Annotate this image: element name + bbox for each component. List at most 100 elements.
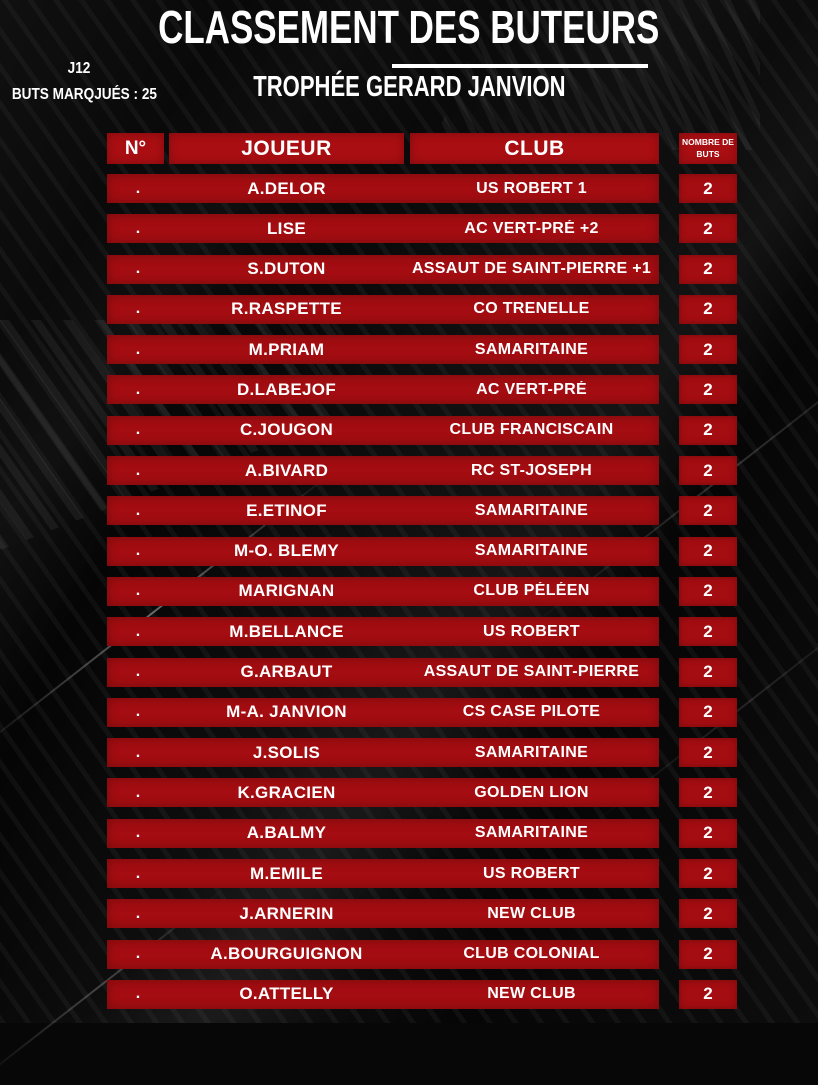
goals-count: 2 — [679, 496, 737, 526]
goals-value: 2 — [703, 299, 713, 319]
player-name: M-A. JANVION — [226, 702, 347, 722]
club-zone: SAMARITAINE — [404, 542, 659, 560]
goals-count: 2 — [679, 576, 737, 606]
row-bar: . K.GRACIEN GOLDEN LION — [107, 778, 659, 808]
table-row: . C.JOUGON CLUB FRANCISCAIN 2 — [107, 415, 737, 445]
goals-count: 2 — [679, 214, 737, 244]
club-name: SAMARITAINE — [474, 824, 589, 842]
goals-count: 2 — [679, 859, 737, 889]
row-bar: . M-A. JANVION CS CASE PILOTE — [107, 697, 659, 727]
row-bar: . A.BIVARD RC ST-JOSEPH — [107, 456, 659, 486]
row-number: . — [135, 703, 141, 721]
club-zone: AC VERT-PRÉ — [404, 381, 659, 399]
club-name: GOLDEN LION — [474, 783, 589, 801]
goals-value: 2 — [703, 259, 713, 279]
goals-count: 2 — [679, 335, 737, 365]
row-number: . — [135, 864, 141, 882]
player-name: O.ATTELLY — [239, 984, 334, 1004]
goals-value: 2 — [703, 541, 713, 561]
goals-value: 2 — [703, 782, 713, 802]
row-number: . — [135, 179, 141, 197]
table-row: . M-A. JANVION CS CASE PILOTE 2 — [107, 697, 737, 727]
row-bar: . D.LABEJOF AC VERT-PRÉ — [107, 375, 659, 405]
goals-value: 2 — [703, 944, 713, 964]
row-number: . — [135, 421, 141, 439]
club-zone: SAMARITAINE — [404, 341, 659, 359]
goals-count: 2 — [679, 657, 737, 687]
table-row: . A.BALMY SAMARITAINE 2 — [107, 818, 737, 848]
player-name: C.JOUGON — [239, 420, 334, 440]
club-name: AC VERT-PRÉ +2 — [464, 219, 599, 237]
row-number: . — [135, 300, 141, 318]
goals-value: 2 — [703, 218, 713, 238]
goals-value: 2 — [703, 339, 713, 359]
row-bar: . LISE AC VERT-PRÉ +2 — [107, 214, 659, 244]
player-name: K.GRACIEN — [237, 782, 336, 802]
row-number: . — [135, 461, 141, 479]
club-name: CLUB COLONIAL — [463, 945, 600, 963]
club-name: CS CASE PILOTE — [462, 703, 601, 721]
row-number: . — [135, 501, 141, 519]
club-zone: NEW CLUB — [404, 905, 659, 923]
matchday-label: J12 — [67, 60, 91, 77]
goals-value: 2 — [703, 823, 713, 843]
goals-value: 2 — [703, 984, 713, 1004]
column-header-player: JOUEUR — [169, 133, 404, 164]
row-bar: . E.ETINOF SAMARITAINE — [107, 496, 659, 526]
row-bar: . M.EMILE US ROBERT — [107, 859, 659, 889]
goals-value: 2 — [703, 621, 713, 641]
goals-value: 2 — [703, 903, 713, 923]
goals-count: 2 — [679, 617, 737, 647]
player-name: A.BIVARD — [244, 460, 329, 480]
club-zone: AC VERT-PRÉ +2 — [404, 220, 659, 238]
player-name: D.LABEJOF — [236, 379, 337, 399]
row-number: . — [135, 743, 141, 761]
goals-value: 2 — [703, 379, 713, 399]
table-rows: . A.DELOR US ROBERT 1 2 . LISE AC VERT-P… — [107, 174, 737, 1009]
goals-count: 2 — [679, 899, 737, 929]
club-zone: ASSAUT DE SAINT-PIERRE +1 — [404, 260, 659, 278]
table-row: . A.DELOR US ROBERT 1 2 — [107, 174, 737, 203]
row-bar: . J.SOLIS SAMARITAINE — [107, 738, 659, 768]
club-name: SAMARITAINE — [474, 743, 589, 761]
club-zone: NEW CLUB — [404, 985, 659, 1003]
club-zone: ASSAUT DE SAINT-PIERRE — [404, 663, 659, 681]
club-name: ASSAUT DE SAINT-PIERRE +1 — [411, 260, 652, 278]
club-name: CLUB PÉLÉEN — [473, 582, 590, 600]
player-name: M.BELLANCE — [229, 621, 344, 641]
player-name: S.DUTON — [247, 259, 326, 279]
page-subtitle: TROPHÉE GERARD JANVION — [252, 71, 566, 103]
player-name: J.SOLIS — [252, 742, 321, 762]
club-name: ASSAUT DE SAINT-PIERRE — [423, 663, 640, 681]
table-row: . M-O. BLEMY SAMARITAINE 2 — [107, 536, 737, 566]
column-header-goals: NOMBRE DE BUTS — [679, 133, 737, 164]
row-bar: . J.ARNERIN NEW CLUB — [107, 899, 659, 929]
player-name: E.ETINOF — [246, 500, 327, 520]
goals-count: 2 — [679, 697, 737, 727]
player-name: A.BOURGUIGNON — [210, 944, 363, 964]
player-name: A.DELOR — [247, 178, 326, 198]
club-name: NEW CLUB — [487, 985, 576, 1003]
club-name: US ROBERT — [483, 622, 580, 640]
goals-count: 2 — [679, 818, 737, 848]
goals-value: 2 — [703, 178, 713, 198]
goals-count: 2 — [679, 979, 737, 1009]
goals-value: 2 — [703, 500, 713, 520]
club-zone: CO TRENELLE — [404, 300, 659, 318]
club-name: NEW CLUB — [487, 904, 576, 922]
club-name: AC VERT-PRÉ — [476, 380, 587, 398]
goals-count: 2 — [679, 778, 737, 808]
row-bar: . A.BOURGUIGNON CLUB COLONIAL — [107, 939, 659, 969]
column-header-club: CLUB — [410, 133, 659, 164]
player-name: A.BALMY — [246, 823, 327, 843]
row-bar: . O.ATTELLY NEW CLUB — [107, 979, 659, 1009]
goals-value: 2 — [703, 742, 713, 762]
table-row: . A.BOURGUIGNON CLUB COLONIAL 2 — [107, 939, 737, 969]
background-stripe-band-topright — [430, 0, 760, 150]
row-bar: . M-O. BLEMY SAMARITAINE — [107, 536, 659, 566]
player-name: M.PRIAM — [248, 339, 325, 359]
row-number: . — [135, 219, 141, 237]
goals-count: 2 — [679, 939, 737, 969]
table-row: . D.LABEJOF AC VERT-PRÉ 2 — [107, 375, 737, 405]
row-number: . — [135, 663, 141, 681]
